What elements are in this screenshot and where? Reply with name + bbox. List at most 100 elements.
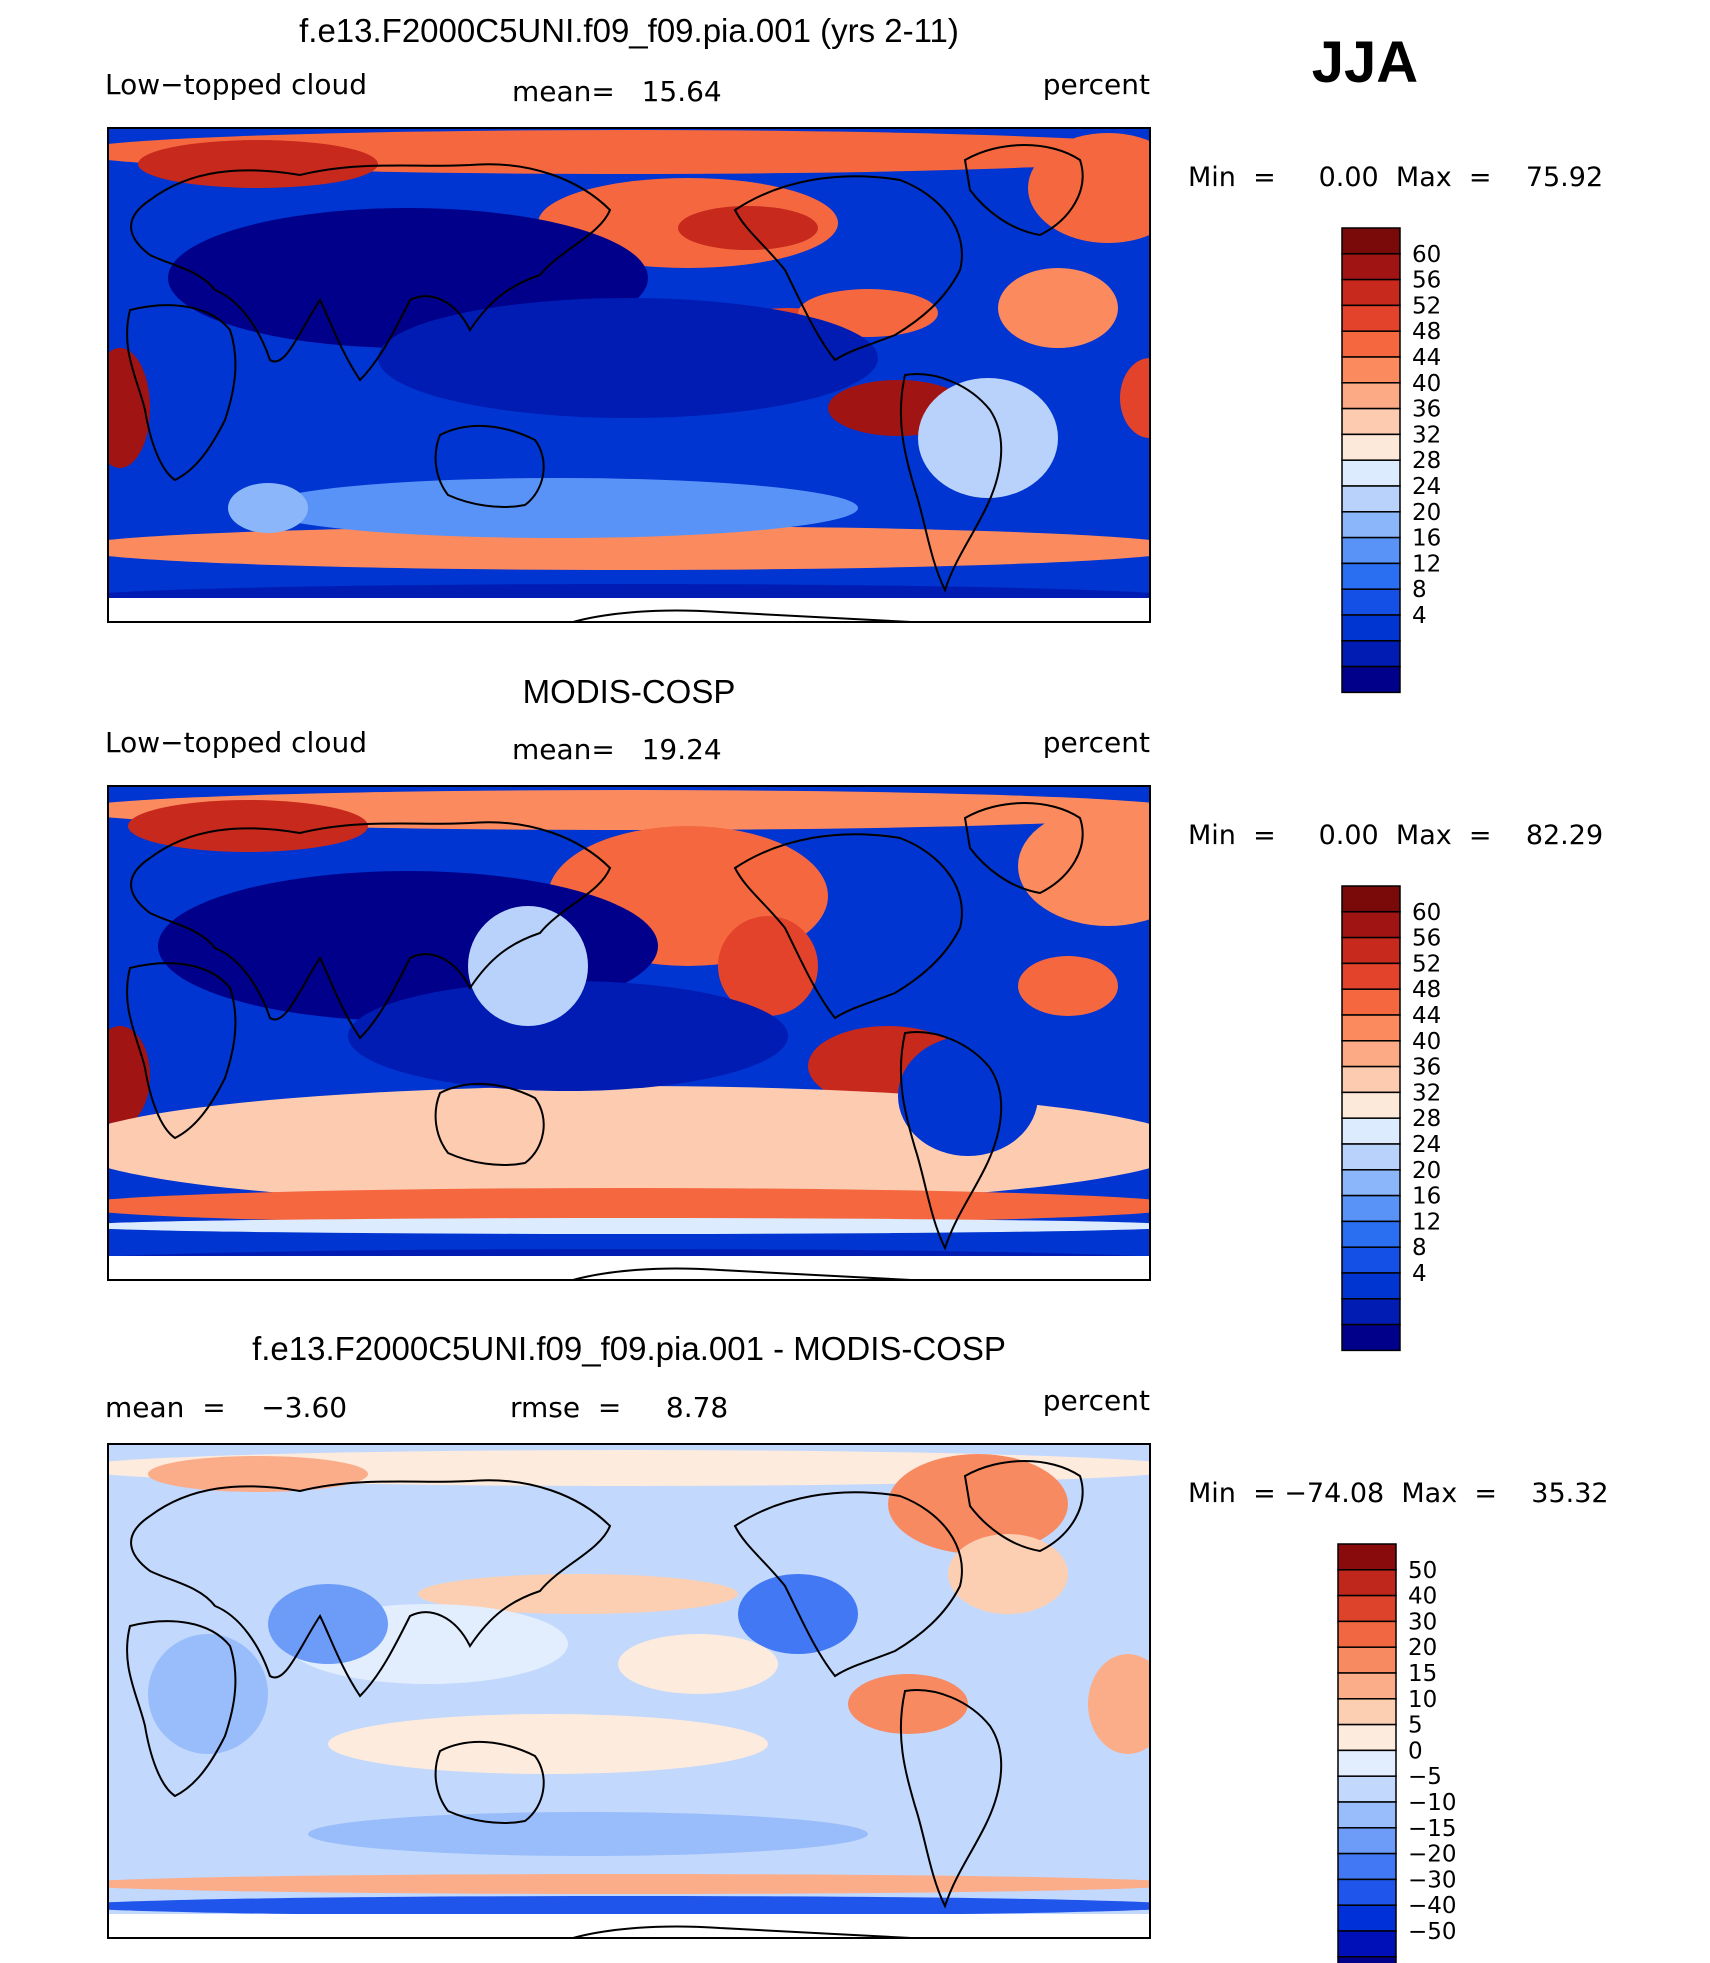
colorbar-tick-label: 24 (1412, 1132, 1441, 1158)
colorbar-box (1341, 911, 1401, 939)
colorbar-box (1341, 1220, 1401, 1248)
colorbar-box (1341, 962, 1401, 990)
colorbar-tick-label: 50 (1408, 1558, 1437, 1584)
contour-patch (108, 1896, 1150, 1916)
coastlines (126, 144, 1084, 622)
colorbar-box (1337, 1930, 1397, 1958)
contour-patch (308, 1812, 868, 1856)
colorbar-box (1341, 1272, 1401, 1300)
coastline-australia (434, 425, 545, 508)
coastline-europe-asia (130, 821, 612, 1040)
missing-data-region (108, 598, 1150, 622)
map-frame (107, 1443, 1151, 1939)
coastline-antarctica (569, 609, 933, 622)
colorbar-tick-label: 32 (1412, 422, 1441, 448)
coastline-greenland (963, 1460, 1084, 1553)
contour-patch (258, 478, 858, 538)
colorbar-tick-label: 8 (1412, 1235, 1427, 1261)
colorbar-box (1341, 988, 1401, 1016)
colorbar-tick-label: 48 (1412, 977, 1441, 1003)
coastline-africa (126, 304, 237, 482)
missing-data-region (108, 1256, 1150, 1280)
coastline-north-america (733, 175, 963, 362)
contour-patch (1088, 1654, 1150, 1754)
colorbar-box (1341, 407, 1401, 436)
colorbar-box (1341, 1169, 1401, 1197)
coastline-africa (126, 962, 237, 1140)
colorbar-box (1341, 278, 1401, 307)
colorbar-box (1341, 304, 1401, 332)
colorbar-box (1341, 1040, 1401, 1068)
colorbar-tick-label: 36 (1412, 1055, 1441, 1081)
panel-obs: MODIS-COSP Low−topped cloud mean= 19.24 … (105, 673, 1603, 1352)
contour-patch (108, 348, 150, 468)
colorbar-box (1341, 1143, 1401, 1171)
coastline-africa (126, 1620, 237, 1798)
colorbar-tick-label: 20 (1412, 500, 1441, 526)
colorbar-box (1341, 485, 1401, 513)
colorbar-box (1337, 1749, 1397, 1777)
colorbar-tick-label: −20 (1408, 1842, 1457, 1868)
minmax-label: Min = 0.00 Max = 82.29 (1188, 820, 1603, 851)
contour-patch (108, 1086, 1150, 1206)
colorbar-tick-label: 24 (1412, 474, 1441, 500)
colorbar-box (1341, 382, 1401, 410)
colorbar-tick-label: 5 (1408, 1713, 1423, 1739)
colorbar-tick-label: 10 (1408, 1687, 1437, 1713)
minmax-label: Min = 0.00 Max = 75.92 (1188, 162, 1603, 193)
colorbar-box (1341, 511, 1401, 539)
colorbar-tick-label: 60 (1412, 900, 1441, 926)
colorbar-box (1341, 1323, 1401, 1352)
colorbar-tick-label: 12 (1412, 1209, 1441, 1235)
coastline-north-america (733, 833, 963, 1020)
colorbar-box (1341, 536, 1401, 565)
contour-patch (108, 1026, 150, 1126)
coastline-south-america (899, 1031, 1003, 1251)
colorbar-box (1341, 356, 1401, 384)
mean-label: mean= 19.24 (512, 733, 722, 766)
contour-patch (1028, 133, 1150, 243)
missing-data-region (108, 1914, 1150, 1938)
season-label: JJA (1312, 30, 1418, 95)
colorbar-box (1337, 1723, 1397, 1752)
colorbar-tick-label: 40 (1412, 1029, 1441, 1055)
colorbar-box (1341, 253, 1401, 281)
coastlines (126, 1460, 1084, 1938)
contour-patch (108, 526, 1150, 570)
colorbar-tick-label: 28 (1412, 1106, 1441, 1132)
colorbar-tick-label: 40 (1412, 371, 1441, 397)
panel-title: MODIS-COSP (523, 673, 736, 710)
colorbar-tick-label: 60 (1412, 242, 1441, 268)
colorbar-tick-label: 16 (1412, 1184, 1441, 1210)
coastline-south-america (899, 373, 1003, 593)
colorbar-tick-label: −30 (1408, 1867, 1457, 1893)
colorbar-tick-label: 36 (1412, 397, 1441, 423)
colorbar-box (1341, 665, 1401, 694)
mean-label: mean= 15.64 (512, 75, 722, 108)
contour-patch (268, 1584, 388, 1664)
colorbar-tick-label: 40 (1408, 1584, 1437, 1610)
variable-label: Low−topped cloud (105, 726, 367, 759)
colorbar-tick-label: −10 (1408, 1790, 1457, 1816)
mean-label: mean = −3.60 (105, 1391, 347, 1424)
panel-diff: f.e13.F2000C5UNI.f09_f09.pia.001 - MODIS… (105, 1330, 1609, 1963)
contour-patches (108, 130, 1150, 622)
contour-patch (348, 981, 788, 1091)
contour-patch (468, 906, 588, 1026)
colorbar-box (1337, 1878, 1397, 1906)
panel-title: f.e13.F2000C5UNI.f09_f09.pia.001 (yrs 2-… (299, 12, 959, 49)
colorbar-box (1337, 1569, 1397, 1597)
colorbar-box (1337, 1646, 1397, 1674)
contour-patch (898, 1036, 1038, 1156)
colorbar-tick-label: 15 (1408, 1661, 1437, 1687)
panel-title: f.e13.F2000C5UNI.f09_f09.pia.001 - MODIS… (252, 1330, 1006, 1367)
colorbar-box (1337, 1827, 1397, 1855)
contour-patch (718, 916, 818, 1016)
contour-patch (618, 1634, 778, 1694)
colorbar-box (1337, 1543, 1397, 1571)
contour-patch (148, 1634, 268, 1754)
contour-patch (418, 1574, 738, 1614)
colorbar-tick-label: −50 (1408, 1919, 1457, 1945)
